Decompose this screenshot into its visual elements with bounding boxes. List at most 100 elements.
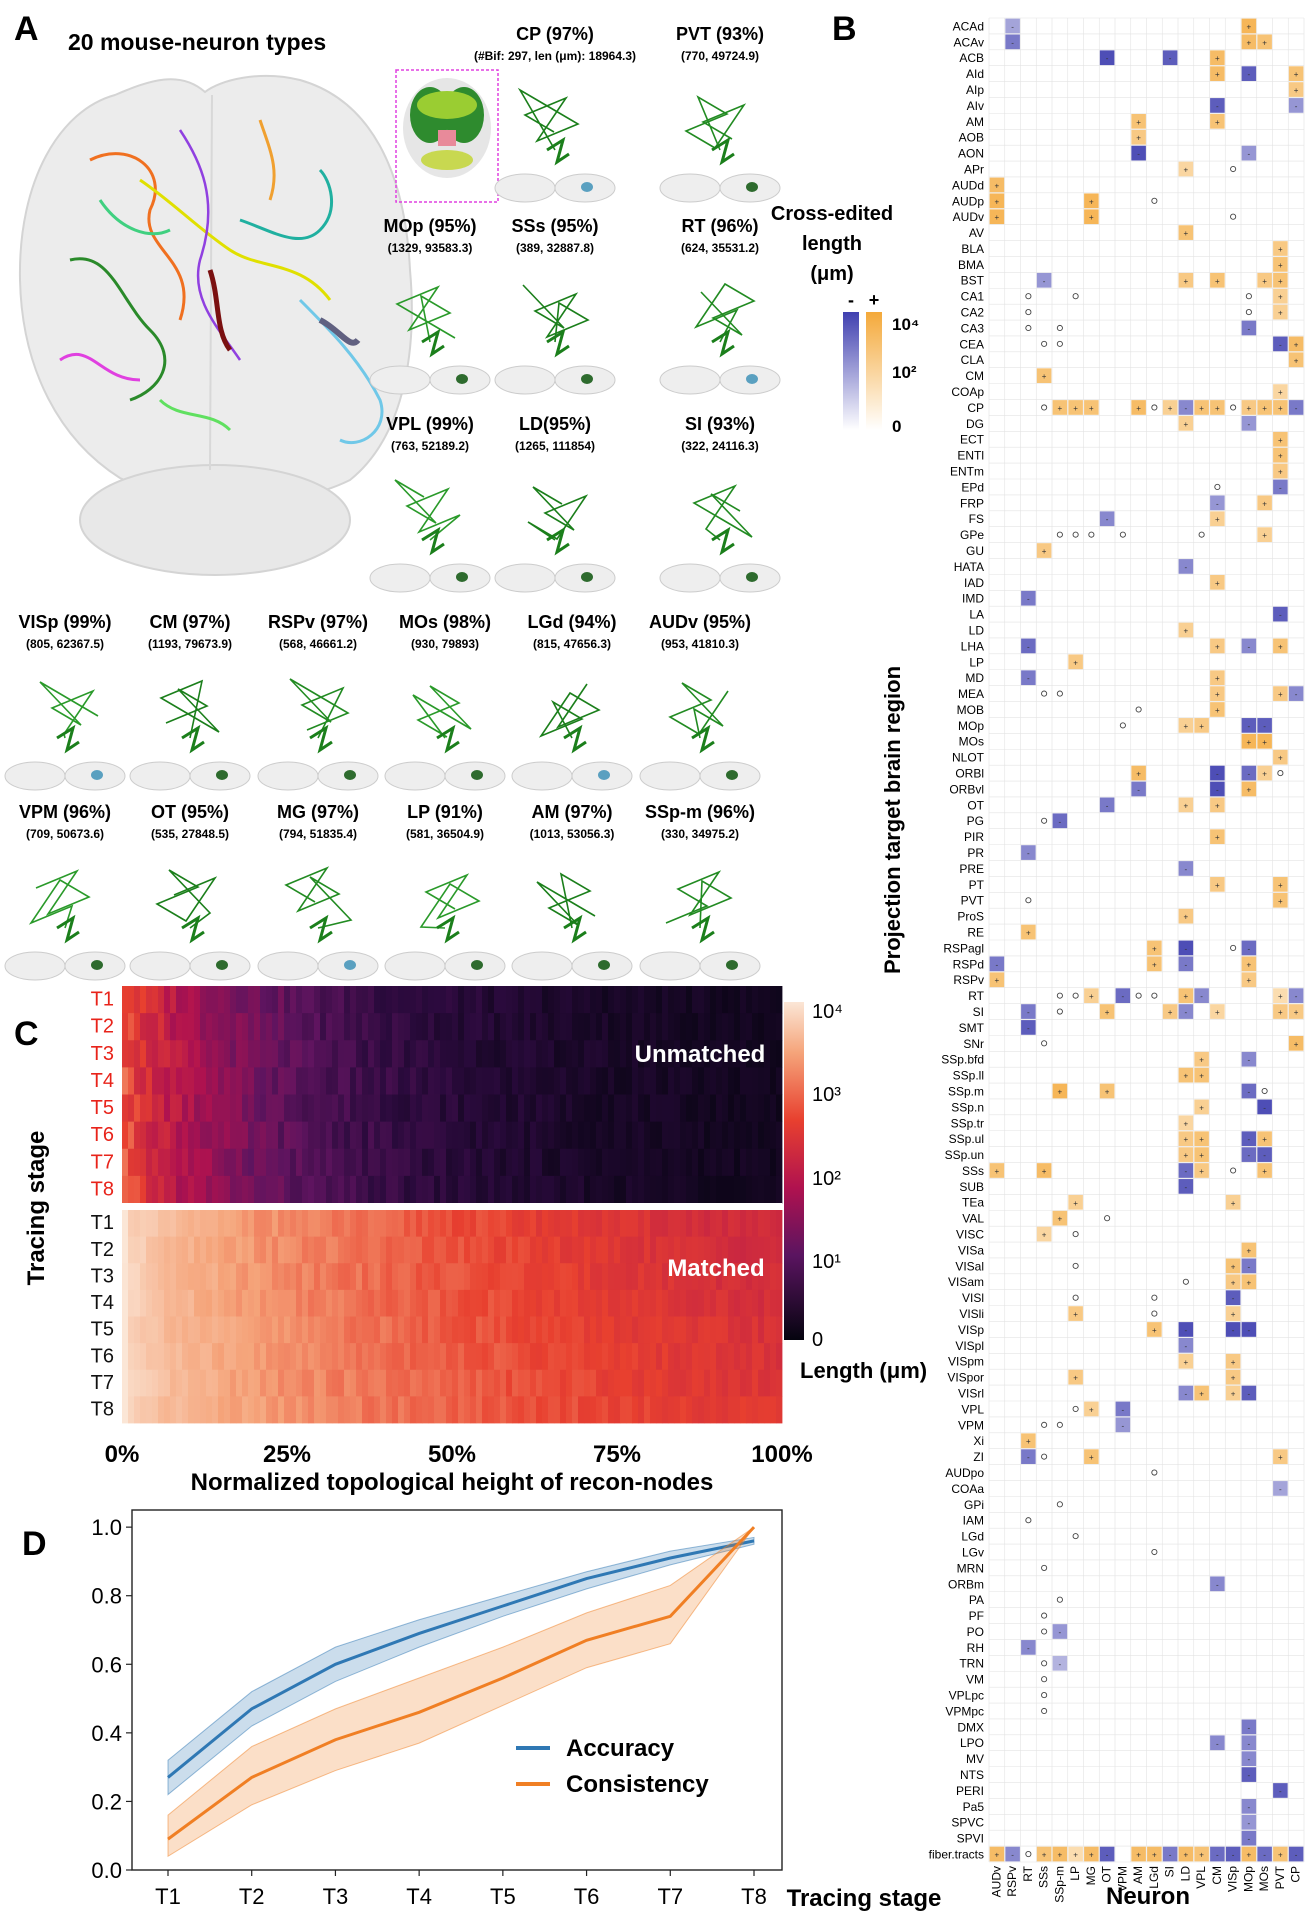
heat-cell [764,1316,771,1344]
heat-cell [614,1013,621,1041]
heat-cell [662,1121,669,1150]
heat-cell [422,1094,429,1123]
heat-cell [236,1210,243,1238]
heat-cell [1273,241,1288,256]
neuron-morphology [419,873,481,929]
heat-cell [482,1343,489,1371]
heat-cell [260,1396,267,1424]
cell-sign: + [1073,658,1078,667]
heat-cell [254,1263,261,1291]
heat-cell [692,1210,699,1238]
heat-cell [362,1148,369,1177]
region-label: ORBvl [949,782,984,796]
cell-zero-marker [1182,1278,1189,1285]
heat-cell [1257,733,1272,749]
heat-cell [434,1013,441,1041]
heat-cell [686,1316,693,1344]
heat-cell [542,1369,549,1397]
heat-cell [152,1263,159,1291]
heat-cell [332,1175,339,1204]
heat-cell [218,1316,225,1344]
heat-cell [410,1210,417,1238]
neuron-card-name: OT (95%) [151,802,229,822]
heat-cell [530,1289,537,1317]
neuron-card-name: VPM (96%) [19,802,111,822]
heat-cell [989,1163,1005,1178]
heat-cell [542,1148,549,1177]
heat-cell [698,1236,705,1264]
heat-cell [1021,1020,1036,1035]
heat-cell [434,1067,441,1095]
heat-cell [338,1121,345,1150]
heat-cell [476,1121,483,1150]
heat-cell [1052,400,1068,415]
heat-cell [164,1067,171,1095]
heat-cell [572,1040,579,1068]
heat-cell [698,1094,705,1123]
heat-cell [626,1067,633,1095]
heat-cell [572,1289,579,1317]
heat-cell [266,1263,273,1291]
heat-cell [650,1289,657,1317]
cell-sign: - [1059,1660,1062,1669]
x-tick-label: T6 [574,1884,600,1909]
heat-cell [590,986,597,1014]
heat-cell [686,1343,693,1371]
cell-zero-marker [1041,1692,1048,1699]
heat-cell [1178,1322,1194,1337]
heat-cell [680,1369,687,1397]
heat-cell [212,1369,219,1397]
heat-cell [536,1175,543,1204]
heat-cell [536,1289,543,1317]
cell-sign: + [1262,1167,1267,1176]
heat-cell [458,1067,465,1095]
heat-cell [242,1148,249,1177]
heat-cell [1162,1846,1178,1862]
cell-sign: + [1278,897,1283,906]
heat-cell [164,1148,171,1177]
region-label: RSPagl [943,941,984,955]
heat-cell [650,1236,657,1264]
region-label: ENTl [957,449,984,463]
cell-sign: + [995,181,1000,190]
cell-zero-marker [1230,165,1237,173]
heat-cell [1241,1274,1257,1290]
heat-cell [656,1263,663,1291]
heat-cell [656,986,663,1014]
heat-cell [296,986,303,1014]
heat-cell [428,1094,435,1123]
heat-cell [122,1316,129,1344]
heat-cell [728,1236,735,1264]
heat-cell [578,1369,585,1397]
neuron-dendrite-cluster [546,136,570,166]
region-label: SSs [962,1164,984,1178]
heat-cell [1194,718,1209,733]
heat-cell [236,1040,243,1068]
heat-cell [386,986,393,1014]
neuron-card-name: AM (97%) [531,802,612,822]
cell-sign: + [1073,1199,1078,1208]
cell-sign: - [1011,22,1014,31]
heat-cell [596,1148,603,1177]
heat-cell [308,1396,315,1424]
cell-sign: + [1089,197,1094,206]
heat-cell [770,1236,777,1264]
heat-cell [776,1013,783,1041]
heat-cell [1241,638,1257,654]
heat-cell [182,1094,189,1123]
cell-sign: + [1199,1072,1204,1081]
heat-cell [416,1121,423,1150]
heat-cell [1241,1735,1257,1751]
heat-cell [212,1175,219,1204]
heat-cell [734,1343,741,1371]
heat-cell [770,1013,777,1041]
heat-cell [380,1121,387,1150]
heat-cell [704,1094,711,1123]
cell-zero-marker [1041,1453,1048,1460]
heat-cell [308,1289,315,1317]
cell-sign: + [1042,1851,1047,1860]
heat-cell [140,1396,147,1424]
heat-cell [650,1210,657,1238]
region-label: AUDp [952,194,984,208]
heat-cell [686,1289,693,1317]
